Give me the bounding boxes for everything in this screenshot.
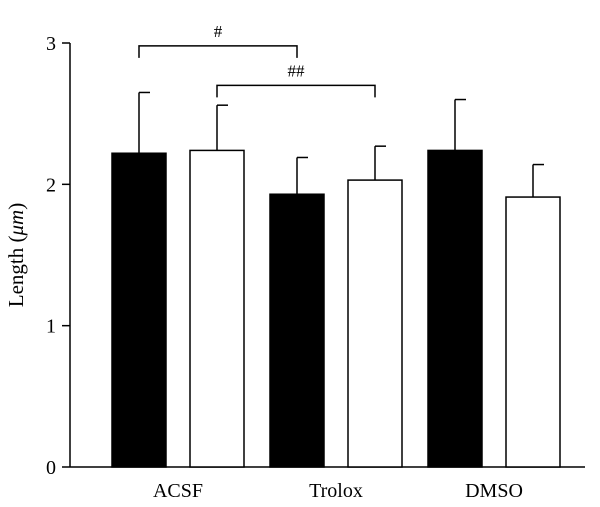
bar	[269, 193, 325, 468]
significance-bracket	[138, 45, 298, 58]
y-tick-label: 3	[46, 33, 56, 55]
bar	[505, 196, 561, 468]
bar	[347, 179, 403, 468]
y-tick-label: 2	[46, 174, 56, 196]
bar	[427, 149, 483, 468]
significance-bracket	[216, 84, 376, 98]
x-category-label: Trolox	[309, 480, 363, 502]
bar	[111, 152, 167, 468]
significance-label: #	[214, 22, 223, 41]
y-tick-label: 1	[46, 316, 56, 338]
bar	[189, 149, 245, 468]
category-labels: ACSF Trolox DMSO	[153, 480, 523, 502]
bars	[111, 149, 561, 468]
x-category-label: ACSF	[153, 480, 203, 502]
y-tick-label: 0	[46, 457, 56, 479]
x-category-label: DMSO	[465, 480, 523, 502]
error-bars	[138, 91, 544, 198]
significance-label: ##	[288, 61, 306, 80]
significance-brackets: ###	[138, 22, 376, 98]
y-axis-label: Length (μm)	[4, 203, 28, 307]
